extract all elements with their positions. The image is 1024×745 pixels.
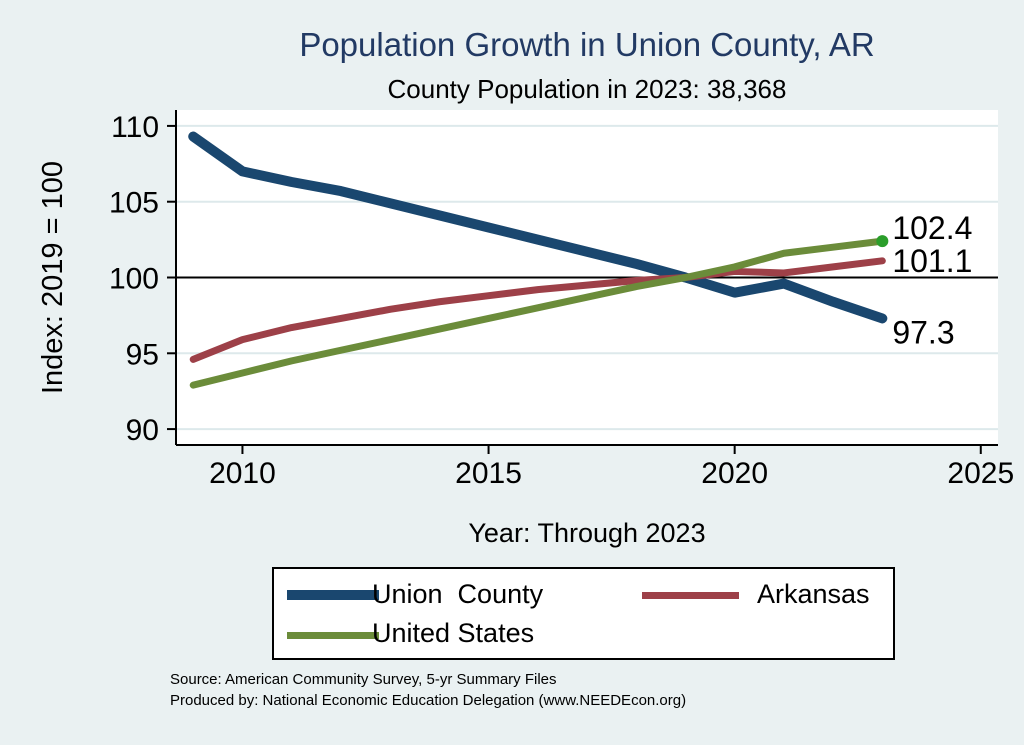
y-tick-label: 100	[109, 263, 159, 296]
legend-label-union-county: Union County	[372, 579, 544, 609]
series-line-united-states	[189, 237, 886, 389]
legend-swatch-arkansas	[642, 592, 739, 599]
legend-box: Union County Arkansas United States	[272, 567, 895, 660]
end-label-arkansas: 101.1	[892, 243, 972, 279]
series-line-arkansas	[189, 257, 886, 363]
x-tick-label: 2015	[455, 457, 522, 490]
chart-subtitle: County Population in 2023: 38,368	[387, 74, 787, 104]
y-tick-label: 95	[126, 338, 159, 371]
series-line-union-county	[188, 131, 888, 324]
y-tick-label: 110	[111, 111, 159, 144]
x-axis-label: Year: Through 2023	[468, 518, 706, 548]
end-label-united-states: 102.4	[892, 210, 972, 246]
end-label-union-county: 97.3	[892, 314, 954, 350]
y-tick-label: 105	[109, 187, 159, 220]
legend-label-arkansas: Arkansas	[757, 579, 870, 609]
x-tick-label: 2010	[209, 457, 276, 490]
legend-label-united-states: United States	[372, 618, 535, 648]
legend-swatch-united-states	[287, 632, 379, 639]
source-line-1: Source: American Community Survey, 5-yr …	[170, 671, 557, 688]
source-line-2: Produced by: National Economic Education…	[170, 692, 687, 709]
x-tick-label: 2020	[701, 457, 768, 490]
chart-title: Population Growth in Union County, AR	[299, 26, 875, 63]
source-note: Source: American Community Survey, 5-yr …	[170, 669, 686, 711]
x-tick-label: 2025	[947, 457, 1014, 490]
y-tick-label: 90	[126, 414, 159, 447]
end-marker-dot	[876, 235, 889, 248]
legend-swatch-union-county	[287, 590, 379, 600]
